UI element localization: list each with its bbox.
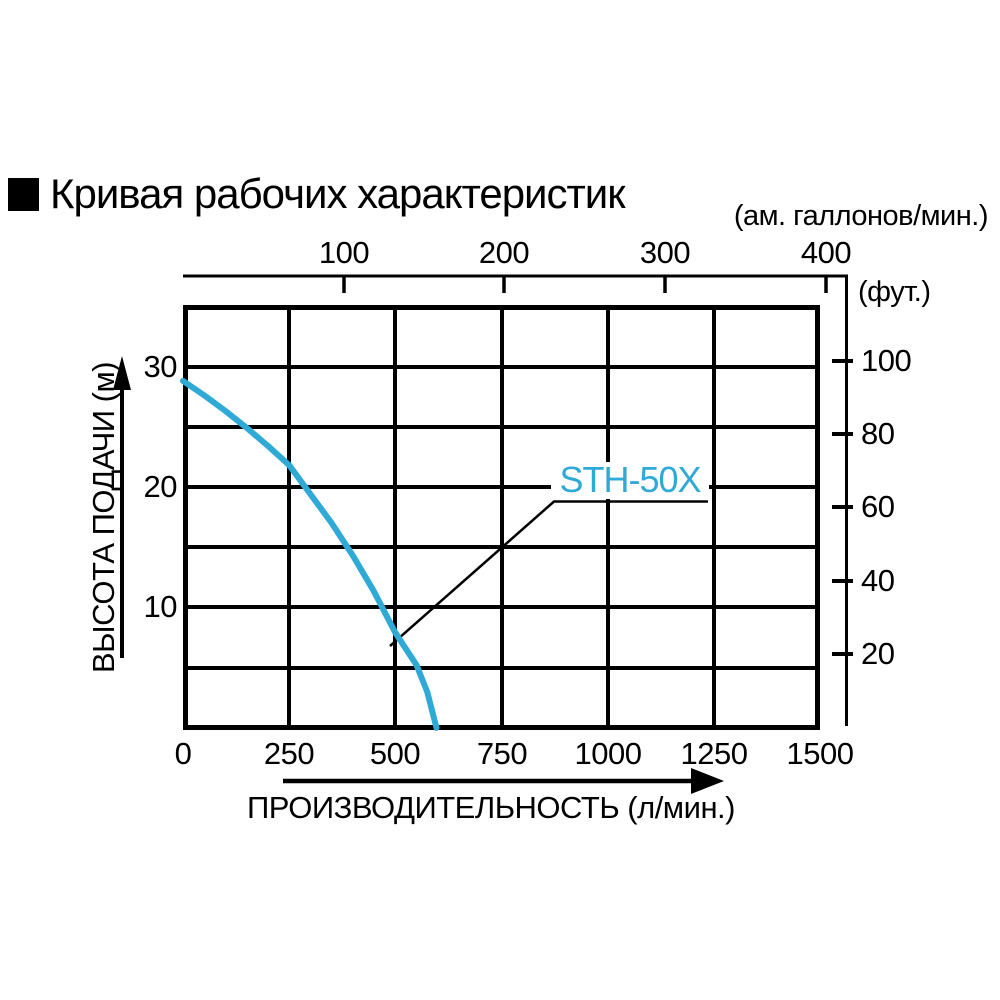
- bottom-tick-1000: 1000: [574, 736, 642, 771]
- right-tick-100: 100: [861, 343, 912, 378]
- left-axis-title: ВЫСОТА ПОДАЧИ (м): [86, 361, 121, 673]
- left-axis-arrow: [113, 356, 131, 658]
- top-axis-unit-label: (ам. галлонов/мин.): [733, 200, 989, 232]
- top-tick-200: 200: [478, 235, 530, 270]
- left-tick-10: 10: [143, 589, 178, 624]
- top-tick-100: 100: [318, 235, 370, 270]
- pump-curve: [180, 377, 440, 731]
- top-right-axis-line: [183, 274, 848, 726]
- left-tick-30: 30: [143, 349, 178, 384]
- right-axis-ticks: [832, 359, 853, 656]
- top-axis-ticks: [342, 276, 828, 293]
- page-title: Кривая рабочих характеристик: [50, 170, 626, 217]
- bottom-tick-750: 750: [476, 736, 528, 771]
- top-tick-400: 400: [800, 235, 852, 270]
- title-row: Кривая рабочих характеристик: [8, 170, 626, 218]
- bottom-tick-250: 250: [263, 736, 315, 771]
- right-tick-80: 80: [861, 416, 895, 451]
- right-axis-unit-label: (фут.): [858, 276, 931, 308]
- title-bullet: [8, 177, 39, 211]
- vertical-gridlines: [287, 307, 716, 728]
- series-label: STH-50X: [551, 462, 709, 499]
- bottom-tick-1250: 1250: [680, 736, 748, 771]
- bottom-axis-arrow: [283, 768, 724, 794]
- bottom-axis-title: ПРОИЗВОДИТЕЛЬНОСТЬ (л/мин.): [246, 790, 736, 825]
- plot-border: [183, 305, 820, 730]
- right-tick-20: 20: [861, 636, 895, 671]
- left-tick-20: 20: [143, 469, 178, 504]
- bottom-tick-500: 500: [369, 736, 421, 771]
- right-tick-40: 40: [861, 563, 895, 598]
- top-tick-300: 300: [639, 235, 691, 270]
- right-tick-60: 60: [861, 489, 895, 524]
- callout-line: [389, 500, 708, 647]
- bottom-tick-0: 0: [174, 736, 192, 771]
- bottom-tick-1500: 1500: [786, 736, 854, 771]
